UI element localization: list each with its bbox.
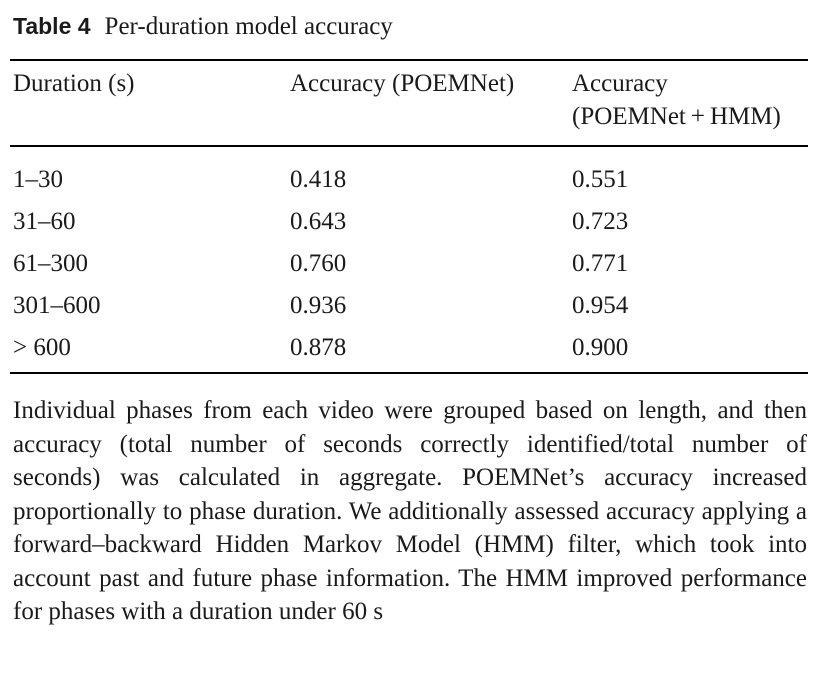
header-accuracy-poemnet: Accuracy (POEMNet) [290,70,515,97]
bottom-rule [10,372,808,374]
table-cell-poemnet: 0.418 [290,166,347,193]
table-cell-poemnet: 0.760 [290,250,347,277]
top-rule [10,59,808,61]
table-cell-poemnet: 0.643 [290,208,347,235]
table-cell-poemnet-hmm: 0.771 [572,250,629,277]
table-cell-duration: 301–600 [13,292,101,319]
table-title: Per-duration model accuracy [104,13,393,40]
table-number: Table 4 [13,13,91,39]
table-cell-duration: > 600 [13,334,71,361]
header-rule [10,145,808,147]
table-cell-poemnet-hmm: 0.954 [572,292,629,319]
header-accuracy-hmm-line1: Accuracy [572,70,668,97]
table-footnote: Individual phases from each video were g… [13,397,807,625]
table-cell-poemnet-hmm: 0.900 [572,334,629,361]
table-cell-duration: 31–60 [13,208,76,235]
table-cell-poemnet: 0.936 [290,292,347,319]
header-duration: Duration (s) [13,70,135,97]
table-cell-poemnet-hmm: 0.723 [572,208,629,235]
table-cell-duration: 1–30 [13,166,63,193]
header-accuracy-hmm-line2: (POEMNet + HMM) [572,103,781,130]
table-cell-duration: 61–300 [13,250,88,277]
table-caption: Table 4 Per-duration model accuracy [13,10,393,43]
table-cell-poemnet: 0.878 [290,334,347,361]
table-cell-poemnet-hmm: 0.551 [572,166,629,193]
